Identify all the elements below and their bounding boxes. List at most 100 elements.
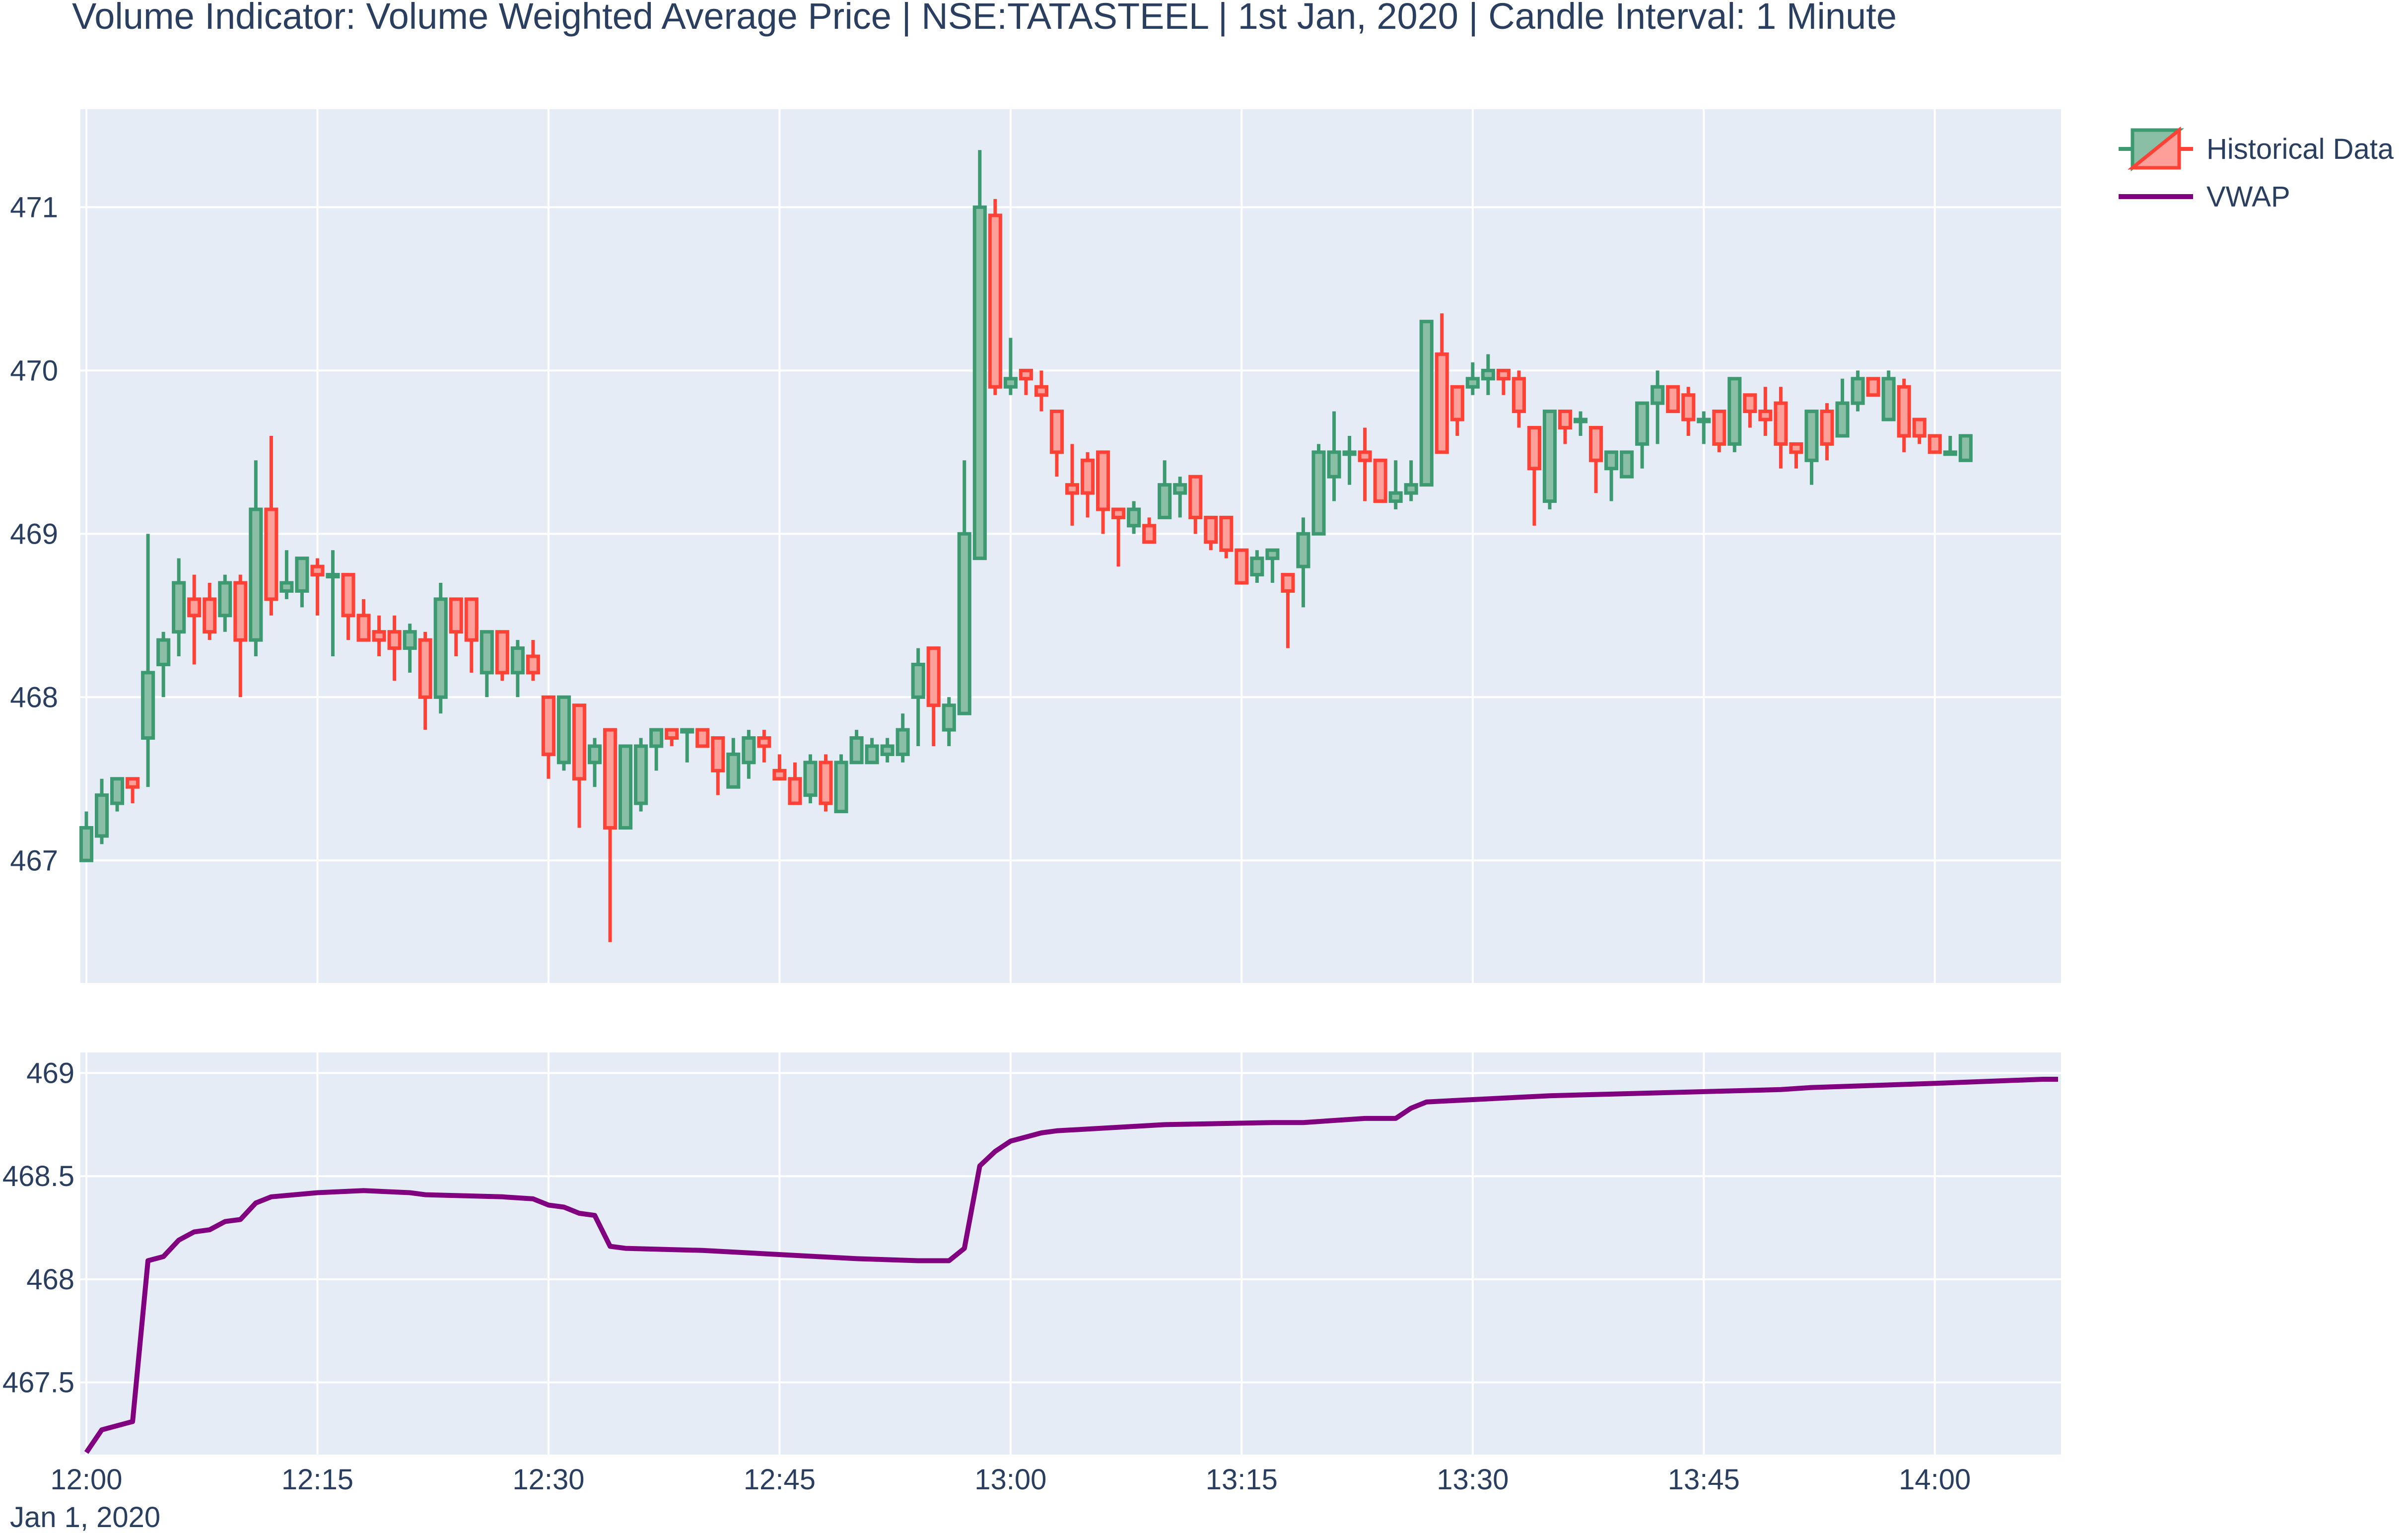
candle	[572, 703, 587, 828]
legend-item-historical[interactable]: Historical Data	[2119, 126, 2394, 172]
candle	[1373, 458, 1387, 503]
legend: Historical Data VWAP	[2119, 126, 2394, 213]
candle-body	[1080, 458, 1095, 495]
vwap-y-tick-label: 468.5	[2, 1160, 74, 1192]
price-y-tick-label: 467	[10, 844, 58, 877]
candle	[1573, 411, 1588, 436]
candle	[1065, 444, 1080, 526]
candle-body	[1604, 450, 1619, 471]
candle-body	[464, 597, 479, 642]
candle-body	[1743, 393, 1757, 414]
candle-body	[1712, 410, 1726, 446]
candle	[1697, 411, 1711, 444]
candle-body	[1096, 450, 1110, 511]
x-tick-label: 13:15	[1206, 1463, 1278, 1496]
candle-body	[772, 768, 787, 781]
candle	[372, 615, 386, 657]
candle	[942, 697, 956, 746]
price-y-tick-label: 468	[10, 681, 58, 713]
candle	[1265, 548, 1280, 583]
candle	[418, 631, 432, 730]
candle-body	[695, 728, 710, 748]
candle	[834, 754, 848, 814]
candle	[1897, 378, 1911, 452]
candle-body	[79, 826, 94, 862]
candle	[1727, 377, 1742, 452]
candle-body	[1311, 450, 1326, 536]
candle-body	[1388, 491, 1403, 503]
candle-body	[819, 761, 833, 805]
candle	[433, 583, 448, 714]
candle-body	[1620, 450, 1634, 479]
x-tick-label: 14:00	[1899, 1463, 1971, 1496]
candle-body	[418, 638, 432, 699]
candle	[1173, 477, 1187, 518]
candle	[649, 728, 664, 771]
candle-body	[926, 646, 941, 707]
candle	[1943, 435, 1957, 456]
candle-body	[495, 630, 509, 675]
candle	[187, 574, 202, 665]
candle	[895, 713, 910, 763]
candle	[1804, 410, 1819, 485]
candle-body	[264, 507, 278, 601]
candle-body	[1327, 450, 1341, 479]
candle-body	[1342, 450, 1357, 456]
candle	[403, 624, 417, 673]
candle	[819, 754, 833, 812]
candle-body	[341, 573, 355, 618]
candle-body	[295, 557, 309, 593]
candle	[1527, 425, 1541, 526]
price-y-tick-label: 469	[10, 518, 58, 550]
candle	[711, 736, 725, 795]
candle-body	[1897, 385, 1911, 438]
candle	[110, 777, 125, 812]
candle	[249, 460, 263, 657]
candle-body	[449, 597, 463, 634]
candle	[1096, 450, 1110, 534]
vwap-plot-area[interactable]	[80, 1052, 2061, 1455]
candle-body	[1512, 377, 1526, 414]
candle	[803, 754, 818, 804]
candle-body	[1435, 352, 1449, 454]
candle-body	[1727, 377, 1742, 446]
candle-body	[1943, 450, 1957, 456]
candle-body	[1835, 401, 1850, 438]
price-plot-area[interactable]	[80, 109, 2061, 983]
candle	[1435, 313, 1449, 454]
candle-body	[788, 777, 802, 805]
candle	[587, 738, 602, 787]
candle	[665, 728, 679, 746]
candle	[1003, 338, 1018, 395]
candle	[218, 574, 232, 632]
candle	[911, 648, 925, 746]
candle-body	[665, 728, 679, 740]
candle-body	[988, 213, 1002, 389]
candle-body	[572, 703, 587, 781]
candle-body	[1789, 442, 1803, 454]
candle	[1512, 370, 1526, 428]
candle-body	[203, 597, 217, 634]
candle	[1465, 362, 1480, 395]
candle	[480, 630, 494, 697]
x-tick-label: 13:00	[974, 1463, 1046, 1496]
candle	[1296, 517, 1310, 608]
candle	[1219, 515, 1234, 558]
candle-body	[1866, 377, 1880, 397]
candle	[387, 615, 402, 681]
candle	[1912, 418, 1926, 444]
vwap-y-tick-label: 468	[26, 1263, 74, 1296]
candle	[680, 728, 694, 763]
candle	[464, 597, 479, 673]
vwap-y-tick-label: 469	[26, 1057, 74, 1090]
x-tick-label: 12:45	[744, 1463, 816, 1496]
candle-body	[757, 736, 771, 748]
candle	[1496, 368, 1511, 395]
candle	[1835, 378, 1850, 438]
candle	[1758, 387, 1773, 436]
candle	[1250, 550, 1264, 583]
candle	[1327, 411, 1341, 501]
candle	[1789, 442, 1803, 469]
legend-label-vwap: VWAP	[2206, 181, 2290, 213]
legend-item-vwap[interactable]: VWAP	[2119, 181, 2290, 213]
